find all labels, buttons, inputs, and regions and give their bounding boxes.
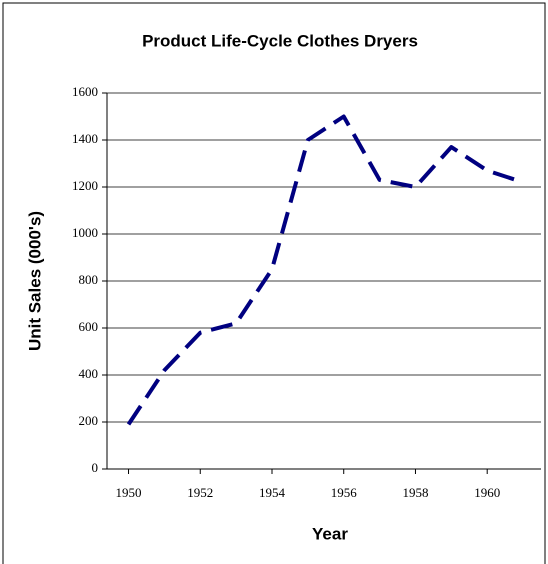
y-tick-label: 1600 xyxy=(72,84,98,99)
y-tick-label: 1200 xyxy=(72,178,98,193)
x-axis-label: Year xyxy=(312,524,348,543)
x-tick-label: 1958 xyxy=(402,485,428,500)
y-tick-label: 1400 xyxy=(72,131,98,146)
x-tick-label: 1954 xyxy=(259,485,286,500)
x-tick-label: 1956 xyxy=(331,485,358,500)
y-tick-label: 0 xyxy=(92,460,99,475)
chart-title: Product Life-Cycle Clothes Dryers xyxy=(142,31,418,50)
x-tick-label: 1950 xyxy=(116,485,142,500)
y-tick-label: 600 xyxy=(79,319,99,334)
y-tick-label: 400 xyxy=(79,366,99,381)
y-tick-label: 200 xyxy=(79,413,99,428)
x-tick-label: 1952 xyxy=(187,485,213,500)
data-line xyxy=(126,114,524,426)
y-tick-label: 800 xyxy=(79,272,99,287)
y-axis-label: Unit Sales (000's) xyxy=(25,211,44,351)
y-tick-label: 1000 xyxy=(72,225,98,240)
x-tick-label: 1960 xyxy=(474,485,500,500)
